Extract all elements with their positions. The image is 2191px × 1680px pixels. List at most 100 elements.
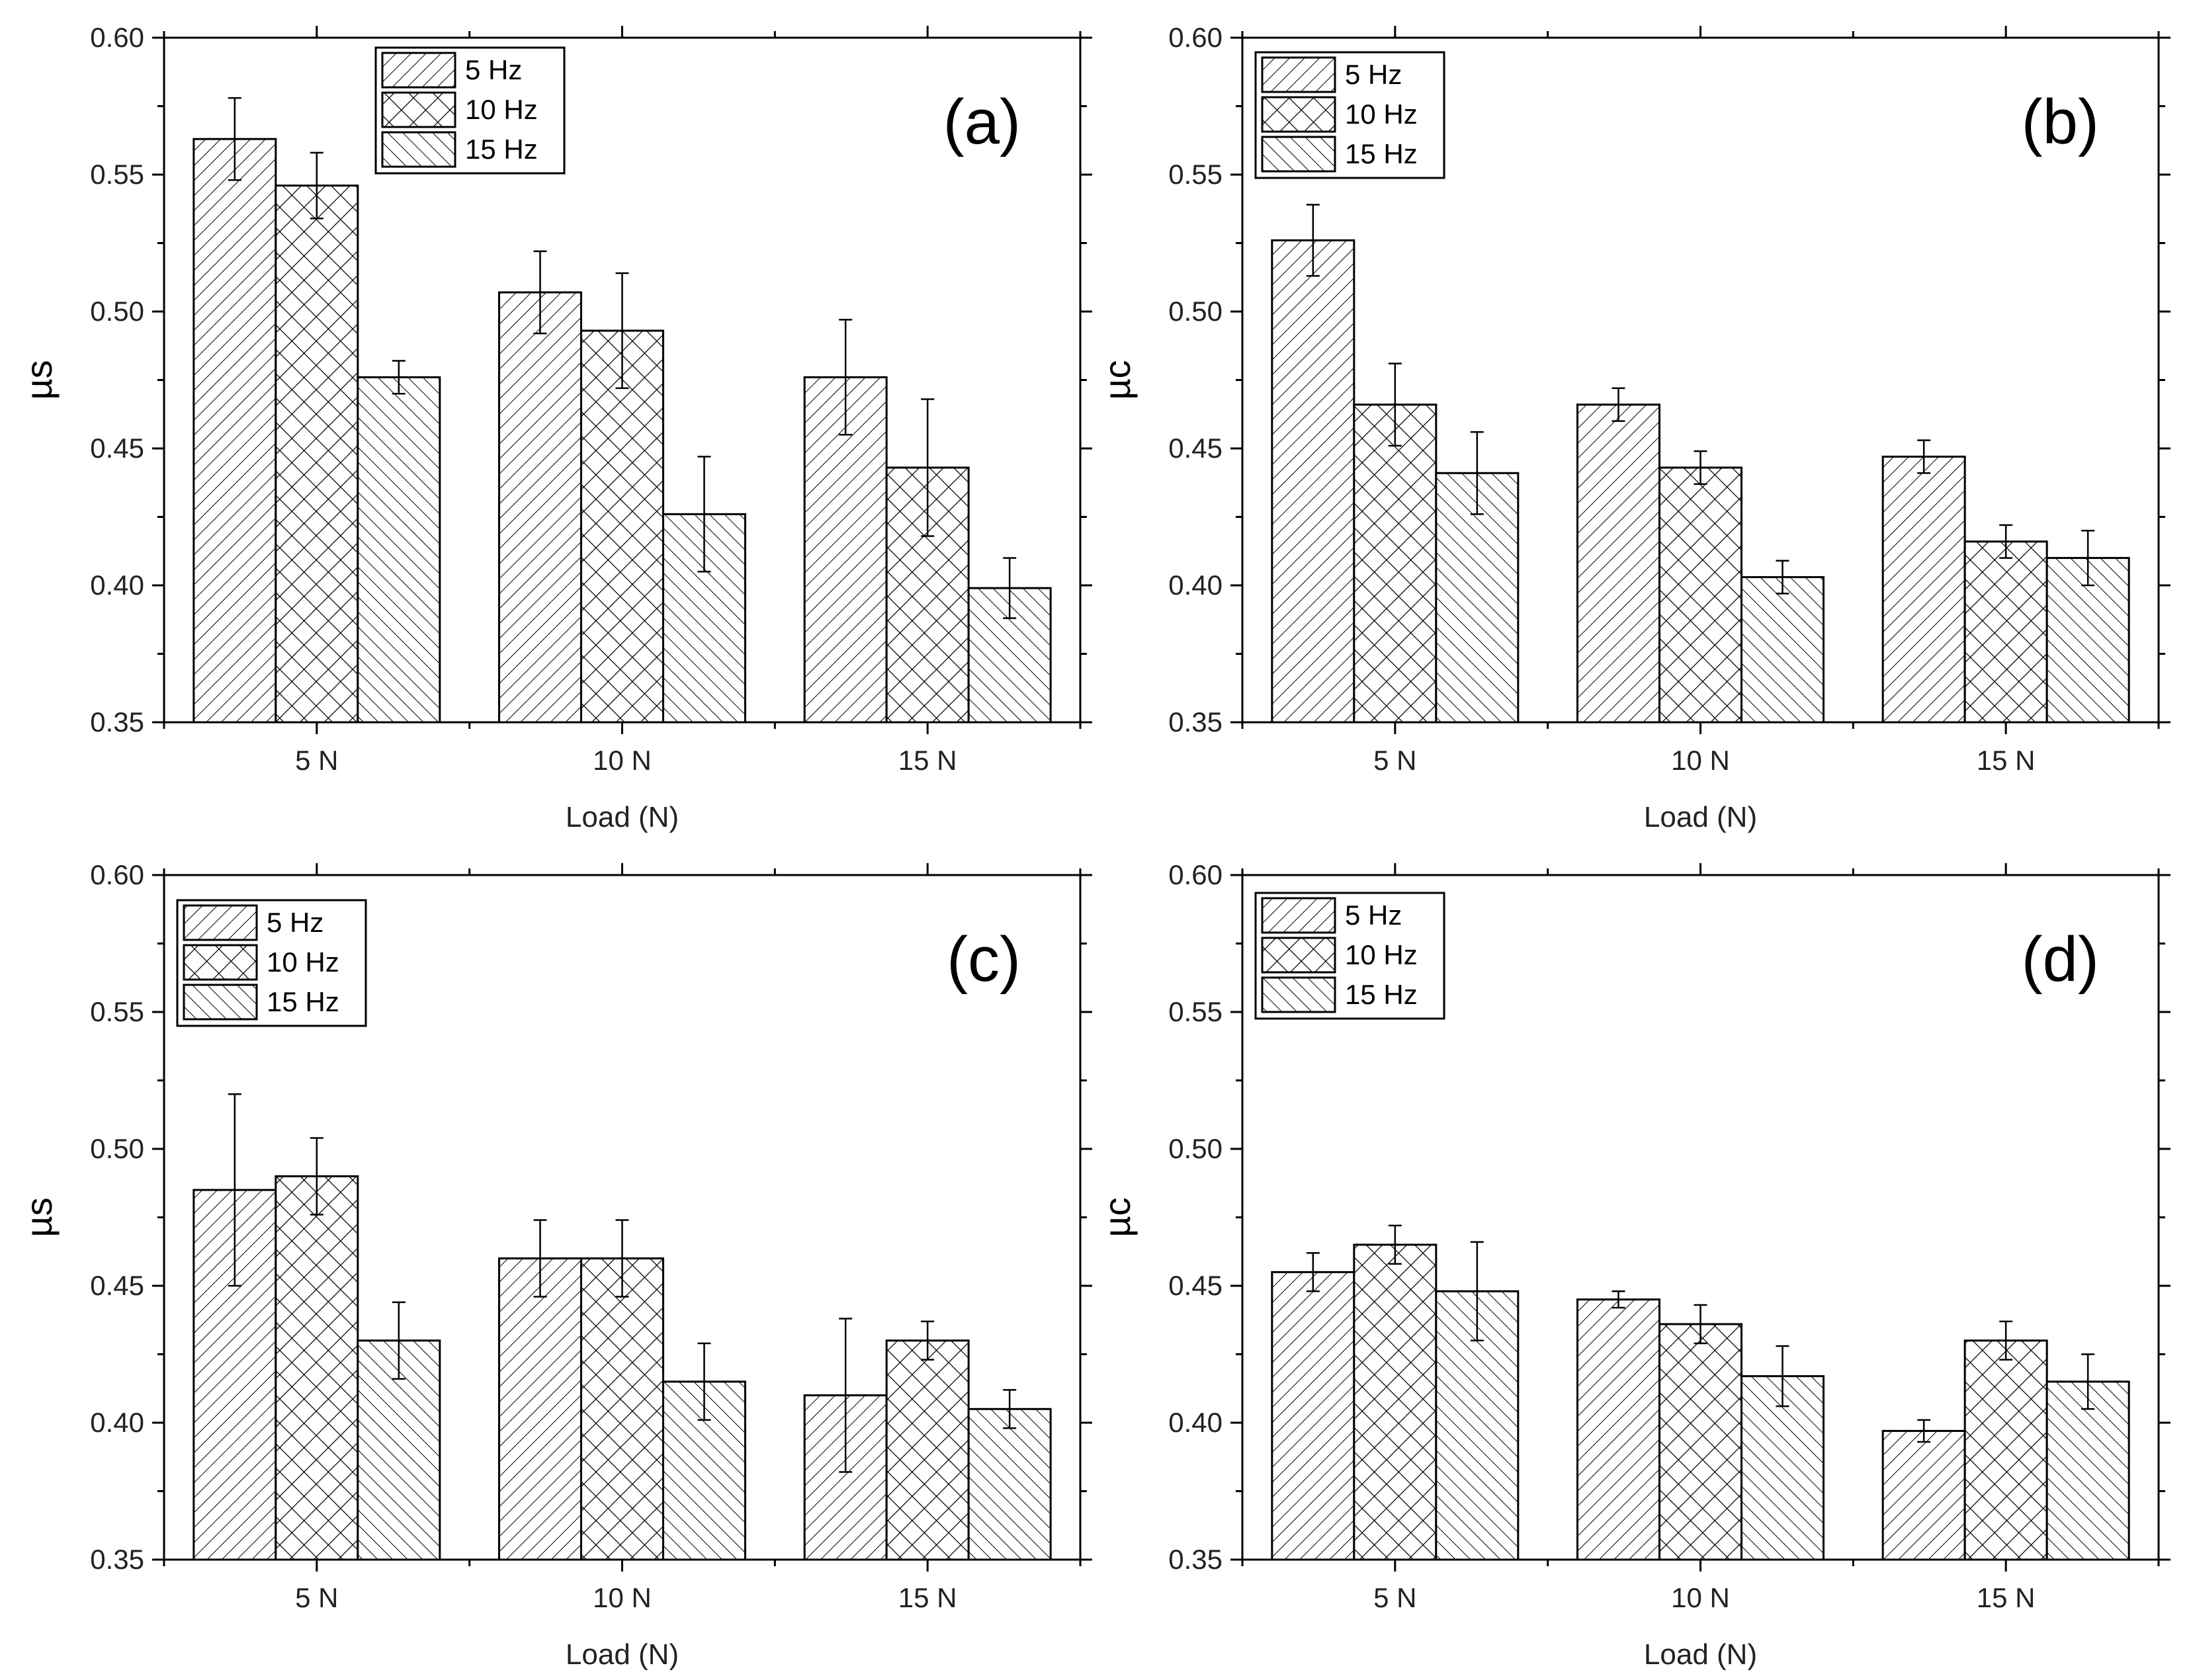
x-axis-title: Load (N) xyxy=(1644,801,1757,833)
y-tick-label: 0.35 xyxy=(1168,1544,1223,1575)
bar-5hz-10n xyxy=(1576,1298,1660,1561)
legend-label: 15 Hz xyxy=(267,986,339,1017)
bar-15hz-15n xyxy=(967,1407,1052,1561)
y-tick-label: 0.60 xyxy=(1168,22,1223,53)
legend: 5 Hz 10 Hz 15 Hz xyxy=(1254,51,1445,179)
y-tick-label: 0.40 xyxy=(90,569,144,601)
legend-label: 5 Hz xyxy=(1345,900,1402,931)
x-axis-title: Load (N) xyxy=(566,1638,679,1671)
x-tick-label: 15 N xyxy=(1977,1582,2036,1613)
bar-10hz-5n xyxy=(1353,403,1438,724)
panel-label: (b) xyxy=(2022,87,2099,157)
x-tick-label: 5 N xyxy=(1373,745,1416,776)
y-tick-label: 0.45 xyxy=(90,433,144,464)
y-tick-label: 0.45 xyxy=(1168,1270,1223,1301)
legend-swatch xyxy=(1261,56,1336,93)
bar-5hz-10n xyxy=(1576,403,1660,724)
x-tick-label: 5 N xyxy=(1373,1582,1416,1613)
legend-swatch xyxy=(381,131,456,168)
y-tick-label: 0.40 xyxy=(90,1407,144,1438)
legend-swatch xyxy=(1261,976,1336,1013)
panel-b: 0.35 0.40 0.45 0.50 0.55 0.60 5 N 10 N 15 N Load … xyxy=(1096,22,2170,833)
bar-10hz-5n xyxy=(1353,1243,1438,1561)
legend-swatch xyxy=(1261,96,1336,133)
x-tick-label: 10 N xyxy=(593,1582,652,1613)
panel-d: 0.35 0.40 0.45 0.50 0.55 0.60 5 N 10 N 15 N Load … xyxy=(1096,859,2170,1671)
legend: 5 Hz 10 Hz 15 Hz xyxy=(374,46,566,175)
legend-swatch xyxy=(1261,937,1336,974)
bar-5hz-10n xyxy=(498,1257,582,1561)
legend-swatch xyxy=(1261,136,1336,173)
y-tick-label: 0.60 xyxy=(1168,859,1223,890)
x-axis-title: Load (N) xyxy=(566,801,679,833)
y-axis-title: µs xyxy=(18,1197,60,1237)
bar-10hz-10n xyxy=(1658,466,1742,724)
legend-label: 15 Hz xyxy=(1345,138,1418,169)
legend-swatch xyxy=(183,944,258,981)
bar-5hz-10n xyxy=(498,291,582,724)
legend-swatch xyxy=(183,984,258,1021)
bar-10hz-10n xyxy=(1658,1323,1742,1561)
bar-10hz-10n xyxy=(580,1257,664,1561)
panel-label: (d) xyxy=(2022,924,2099,995)
y-axis-title: µc xyxy=(1096,360,1138,399)
legend: 5 Hz 10 Hz 15 Hz xyxy=(176,899,367,1027)
legend-label: 10 Hz xyxy=(465,94,538,125)
x-tick-label: 5 N xyxy=(295,745,338,776)
x-tick-label: 5 N xyxy=(295,1582,338,1613)
panels-container: 0.35 0.40 0.45 0.50 0.55 0.60 5 N 10 N 15 N Load … xyxy=(18,22,2170,1671)
bar-10hz-15n xyxy=(1963,1339,2048,1561)
legend-label: 15 Hz xyxy=(465,134,538,165)
legend-label: 10 Hz xyxy=(267,946,339,978)
bar-10hz-15n xyxy=(885,1339,970,1561)
bar-5hz-15n xyxy=(1881,455,1966,724)
y-tick-label: 0.55 xyxy=(1168,996,1223,1027)
x-axis-title: Load (N) xyxy=(1644,1638,1757,1671)
panel-c: 0.35 0.40 0.45 0.50 0.55 0.60 5 N 10 N 15 N Load … xyxy=(18,859,1092,1671)
y-tick-label: 0.55 xyxy=(90,996,144,1027)
x-tick-label: 15 N xyxy=(1977,745,2036,776)
y-tick-label: 0.50 xyxy=(90,296,144,327)
y-tick-label: 0.60 xyxy=(90,859,144,890)
panel-label: (c) xyxy=(947,924,1021,995)
bar-5hz-15n xyxy=(1881,1429,1966,1561)
bar-5hz-5n xyxy=(1271,239,1355,724)
y-tick-label: 0.50 xyxy=(1168,296,1223,327)
y-tick-label: 0.35 xyxy=(90,1544,144,1575)
legend-swatch xyxy=(381,52,456,89)
bar-5hz-5n xyxy=(1271,1271,1355,1561)
y-tick-label: 0.60 xyxy=(90,22,144,53)
legend-label: 5 Hz xyxy=(1345,59,1402,90)
x-tick-label: 15 N xyxy=(898,745,957,776)
y-axis-title: µc xyxy=(1096,1197,1138,1237)
legend-label: 5 Hz xyxy=(267,907,323,938)
y-tick-label: 0.55 xyxy=(1168,159,1223,190)
legend-swatch xyxy=(381,91,456,128)
legend-label: 15 Hz xyxy=(1345,979,1418,1010)
legend: 5 Hz 10 Hz 15 Hz xyxy=(1254,892,1445,1020)
legend-swatch xyxy=(183,904,258,941)
legend-label: 10 Hz xyxy=(1345,939,1418,970)
x-tick-label: 15 N xyxy=(898,1582,957,1613)
x-tick-label: 10 N xyxy=(1671,1582,1730,1613)
bar-10hz-10n xyxy=(580,329,664,724)
bar-15hz-15n xyxy=(2045,1380,2130,1561)
bar-10hz-15n xyxy=(1963,540,2048,724)
bar-10hz-5n xyxy=(275,185,359,724)
bar-15hz-10n xyxy=(1740,576,1825,724)
y-tick-label: 0.50 xyxy=(1168,1133,1223,1164)
panel-label: (a) xyxy=(943,87,1021,157)
legend-label: 5 Hz xyxy=(465,54,522,85)
x-tick-label: 10 N xyxy=(1671,745,1730,776)
y-tick-label: 0.35 xyxy=(90,706,144,737)
x-tick-label: 10 N xyxy=(593,745,652,776)
y-tick-label: 0.50 xyxy=(90,1133,144,1164)
legend-label: 10 Hz xyxy=(1345,99,1418,130)
y-axis-title: µs xyxy=(18,360,60,399)
bar-5hz-5n xyxy=(193,138,277,724)
panel-a: 0.35 0.40 0.45 0.50 0.55 0.60 5 N 10 N 15 N Load … xyxy=(18,22,1092,833)
bar-15hz-5n xyxy=(357,376,441,724)
y-tick-label: 0.40 xyxy=(1168,1407,1223,1438)
y-tick-label: 0.45 xyxy=(1168,433,1223,464)
